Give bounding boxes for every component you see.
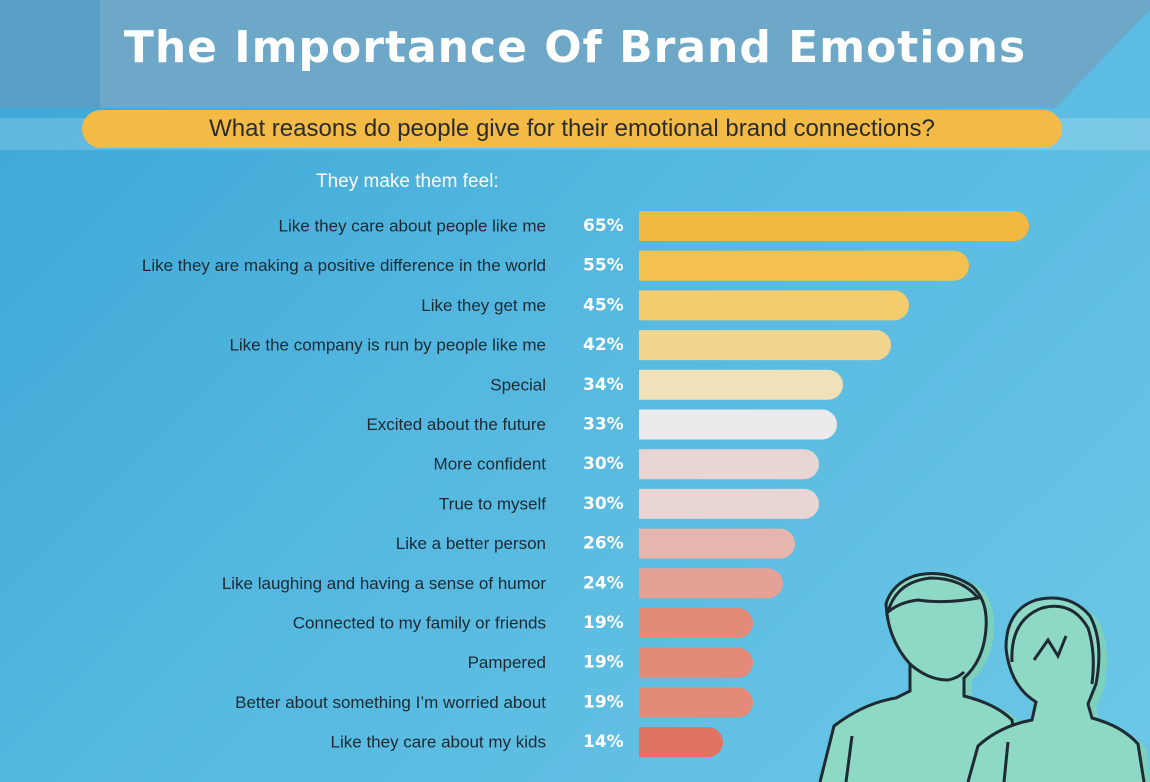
page-title: The Importance Of Brand Emotions xyxy=(123,22,1027,73)
value-label: 42% xyxy=(583,335,624,355)
category-label: Like laughing and having a sense of humo… xyxy=(222,574,547,593)
category-label: True to myself xyxy=(439,494,546,513)
value-label: 33% xyxy=(583,415,624,435)
value-label: 34% xyxy=(583,375,624,395)
value-label: 19% xyxy=(583,613,624,633)
value-label: 30% xyxy=(583,454,624,474)
bar xyxy=(639,409,838,440)
bar xyxy=(639,488,819,519)
bar xyxy=(639,727,723,758)
value-label: 19% xyxy=(583,653,624,673)
subtitle-pill xyxy=(82,110,1062,148)
bar xyxy=(639,290,910,321)
value-label: 55% xyxy=(583,256,624,276)
subtitle: What reasons do people give for their em… xyxy=(209,115,935,142)
value-label: 24% xyxy=(583,573,624,593)
bar xyxy=(639,568,784,599)
category-label: Pampered xyxy=(468,653,546,672)
bar xyxy=(639,250,969,281)
bar xyxy=(639,687,753,718)
category-label: Like they care about people like me xyxy=(279,217,546,236)
bar xyxy=(639,528,796,559)
category-label: Special xyxy=(490,375,546,394)
value-label: 30% xyxy=(583,494,624,514)
bar xyxy=(639,211,1029,241)
value-label: 45% xyxy=(583,295,624,315)
title-banner xyxy=(0,0,1150,108)
category-label: Better about something I’m worried about xyxy=(235,693,546,712)
value-label: 14% xyxy=(583,732,624,752)
bar xyxy=(639,369,844,400)
value-label: 65% xyxy=(583,216,624,236)
category-label: Like they get me xyxy=(421,296,546,315)
category-label: More confident xyxy=(434,455,547,474)
value-label: 19% xyxy=(583,692,624,712)
category-label: Like the company is run by people like m… xyxy=(229,336,546,355)
man-figure-icon xyxy=(818,572,1030,782)
bar xyxy=(639,449,820,480)
bar xyxy=(639,647,753,678)
woman-figure-icon xyxy=(966,596,1150,782)
title-banner-edge xyxy=(0,0,100,108)
section-label: They make them feel: xyxy=(316,171,499,192)
bar xyxy=(639,330,891,361)
category-label: Connected to my family or friends xyxy=(293,614,546,633)
bar xyxy=(639,608,753,638)
category-label: Like a better person xyxy=(396,534,546,553)
category-label: Excited about the future xyxy=(366,415,546,434)
value-label: 26% xyxy=(583,534,624,554)
category-label: Like they are making a positive differen… xyxy=(142,256,546,275)
category-label: Like they care about my kids xyxy=(331,733,546,752)
